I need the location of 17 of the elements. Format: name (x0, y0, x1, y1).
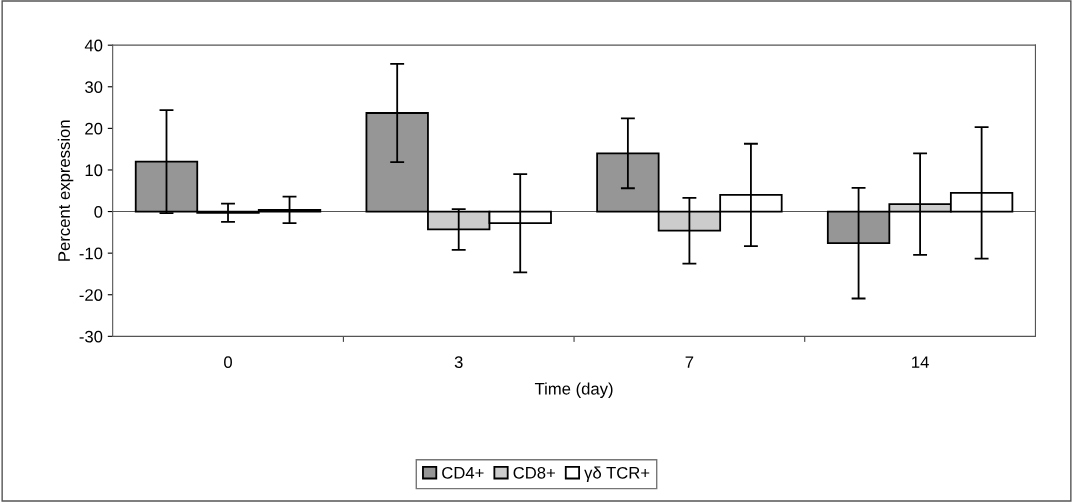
legend-label: CD8+ (513, 466, 555, 479)
x-tick-label: 0 (224, 356, 232, 369)
legend-label: CD4+ (442, 466, 484, 479)
x-tick-label: 7 (685, 356, 694, 368)
y-tick-label: -10 (79, 247, 103, 260)
x-tick-label: 3 (454, 356, 463, 369)
y-tick-label: 0 (94, 205, 103, 218)
legend-label: γδ TCR+ (584, 466, 650, 482)
y-tick-label: -20 (79, 289, 103, 301)
y-tick-label: 40 (84, 39, 103, 52)
x-tick-label: 14 (912, 356, 929, 368)
y-axis-title: Percent expression (57, 120, 74, 261)
y-tick-label: 10 (85, 164, 103, 177)
y-tick-label: 30 (85, 81, 103, 93)
x-axis-title: Time (day) (534, 382, 613, 398)
y-tick-label: -30 (79, 330, 103, 343)
y-tick-label: 20 (85, 122, 103, 135)
